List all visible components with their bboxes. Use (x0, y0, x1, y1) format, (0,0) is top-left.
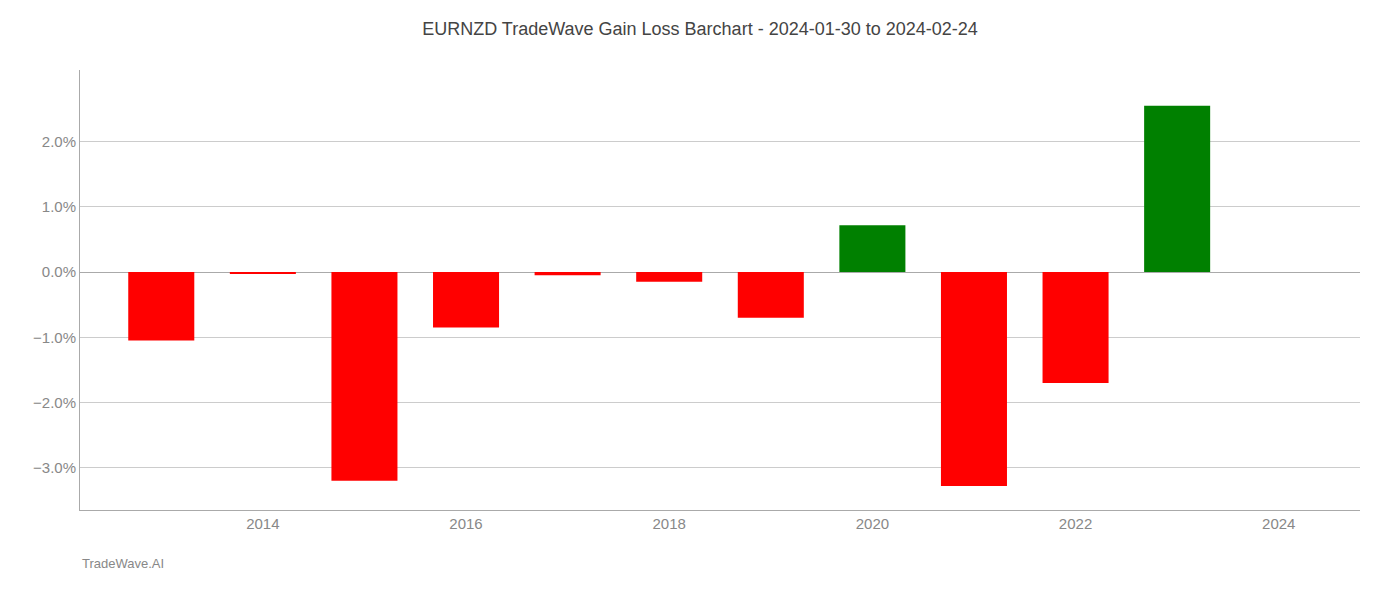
svg-text:2020: 2020 (856, 515, 889, 532)
svg-text:2024: 2024 (1262, 515, 1295, 532)
svg-text:−3.0%: −3.0% (33, 459, 76, 476)
svg-text:−1.0%: −1.0% (33, 329, 76, 346)
svg-text:0.0%: 0.0% (42, 263, 76, 280)
svg-text:2018: 2018 (653, 515, 686, 532)
svg-text:EURNZD TradeWave Gain Loss Bar: EURNZD TradeWave Gain Loss Barchart - 20… (422, 19, 978, 39)
svg-text:TradeWave.AI: TradeWave.AI (82, 556, 164, 571)
svg-text:1.0%: 1.0% (42, 198, 76, 215)
svg-text:2022: 2022 (1059, 515, 1092, 532)
svg-text:2.0%: 2.0% (42, 133, 76, 150)
svg-text:2016: 2016 (449, 515, 482, 532)
svg-text:−2.0%: −2.0% (33, 394, 76, 411)
svg-text:2014: 2014 (246, 515, 279, 532)
